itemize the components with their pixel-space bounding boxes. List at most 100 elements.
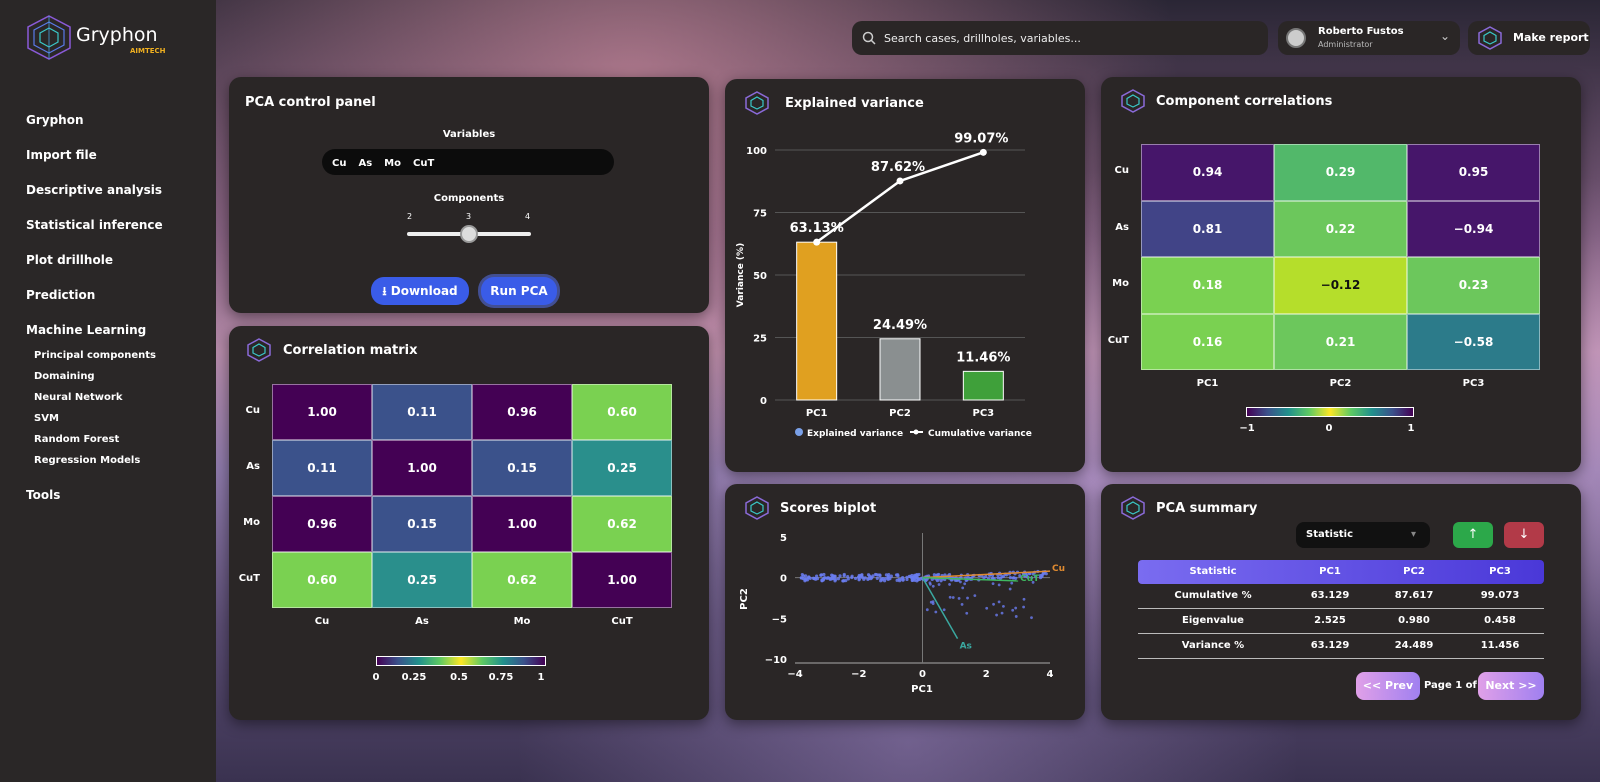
statistic-select[interactable]: Statistic ▾ (1296, 522, 1430, 548)
biplot-ytick: −5 (772, 614, 787, 625)
corr-colorbar (376, 656, 546, 666)
sidebar: Gryphon AIMTECH Gryphon Import file Desc… (0, 0, 216, 782)
arrow-down-icon: ↓ (1518, 527, 1530, 542)
table-row: Cumulative % 63.129 87.617 99.073 (1138, 584, 1544, 609)
comp-row-label: Cu (1114, 165, 1129, 177)
score-point (1014, 615, 1018, 618)
header-pc2[interactable]: PC2 (1403, 566, 1425, 577)
variance-chart: 0 25 50 75 100 Variance (%) PC1 PC2 24.49% PC3 11.… (736, 131, 1032, 439)
score-point (883, 577, 887, 581)
variables-label: Variables (442, 129, 496, 140)
user-role: Administrator (1318, 40, 1373, 49)
header-pc3[interactable]: PC3 (1489, 566, 1511, 577)
biplot-xtick: 4 (1047, 669, 1054, 680)
legend-explained[interactable]: Explained variance (807, 429, 903, 439)
user-menu[interactable]: Roberto Fustos Administrator ⌄ (1278, 21, 1460, 55)
score-point (931, 602, 935, 605)
nav-plot-drillhole[interactable]: Plot drillhole (26, 253, 113, 267)
nav-principal-components[interactable]: Principal components (34, 350, 156, 361)
cumulative-label: 87.62% (871, 160, 925, 175)
score-point (799, 576, 803, 580)
nav-gryphon[interactable]: Gryphon (26, 113, 84, 127)
download-button[interactable]: ⭳ Download (371, 277, 469, 305)
comp-row-label: Mo (1112, 278, 1129, 290)
score-point (886, 574, 890, 578)
run-pca-button[interactable]: Run PCA (481, 277, 557, 305)
nav-statistical[interactable]: Statistical inference (26, 218, 163, 232)
nav-prediction[interactable]: Prediction (26, 288, 96, 302)
nav-svm[interactable]: SVM (34, 413, 59, 424)
prev-page-button[interactable]: << Prev (1356, 672, 1420, 700)
user-name: Roberto Fustos (1318, 26, 1404, 37)
comp-row-label: As (1115, 221, 1129, 233)
corr-scale-05: 0.5 (450, 672, 468, 683)
nav-regression-models[interactable]: Regression Models (34, 455, 141, 466)
score-point (822, 572, 826, 577)
comp-scale-neg1: −1 (1239, 423, 1255, 434)
corr-cell: 1.00 (272, 384, 372, 440)
search-input[interactable]: Search cases, drillholes, variables... (884, 31, 1081, 45)
score-point (1000, 575, 1004, 579)
score-point (1011, 576, 1015, 580)
download-icon: ⭳ (382, 284, 391, 298)
score-point (856, 575, 861, 579)
score-point (838, 574, 842, 578)
score-point (1030, 576, 1034, 580)
scores-biplot-card: Scores biplot −4 −2 0 2 4 5 0 −5 −10 PC1 PC2 Cu CuT A… (725, 484, 1085, 720)
sort-desc-button[interactable]: ↓ (1504, 522, 1544, 548)
score-point (846, 575, 850, 579)
nav-neural-network[interactable]: Neural Network (34, 392, 123, 403)
nav-domaining[interactable]: Domaining (34, 371, 95, 382)
header-pc1[interactable]: PC1 (1319, 566, 1341, 577)
score-point (928, 581, 932, 585)
nav-tools[interactable]: Tools (26, 488, 61, 502)
score-point (896, 574, 900, 578)
make-report-button[interactable]: Make report (1468, 21, 1590, 55)
score-point (866, 573, 871, 577)
score-point (910, 578, 915, 582)
variance-ytick: 50 (753, 271, 767, 282)
slider-thumb[interactable] (460, 225, 478, 243)
header-statistic[interactable]: Statistic (1189, 566, 1237, 577)
score-point (996, 575, 1000, 580)
variable-chip-as[interactable]: As (358, 158, 373, 169)
search-bar[interactable]: Search cases, drillholes, variables... (852, 21, 1268, 55)
score-point (937, 572, 941, 577)
score-point (931, 584, 935, 588)
variable-chip-cut[interactable]: CuT (413, 158, 435, 169)
corr-scale-075: 0.75 (488, 672, 514, 683)
score-point (1030, 616, 1033, 620)
score-point (1034, 574, 1038, 578)
comp-col-label: PC1 (1196, 378, 1219, 389)
nav-machine-learning[interactable]: Machine Learning (26, 323, 147, 337)
legend-cumulative[interactable]: Cumulative variance (928, 429, 1032, 439)
score-point (997, 600, 1001, 604)
variance-ylabel: Variance (%) (736, 243, 746, 307)
app-logo[interactable]: Gryphon AIMTECH (26, 14, 166, 60)
score-point (879, 577, 883, 581)
score-point (889, 574, 893, 578)
corr-scale-0: 0 (372, 672, 380, 683)
score-point (873, 572, 878, 577)
variables-multiselect[interactable]: Cu As Mo CuT (322, 149, 614, 175)
variable-chip-mo[interactable]: Mo (384, 158, 401, 169)
score-point (992, 602, 995, 606)
chevron-down-icon[interactable]: ⌄ (1439, 29, 1450, 43)
score-point (807, 575, 811, 579)
next-page-button[interactable]: Next >> (1478, 672, 1544, 700)
comp-col-label: PC2 (1329, 378, 1352, 389)
corr-col-label: As (415, 616, 429, 627)
biplot-ytick: 5 (780, 533, 787, 544)
score-point (1000, 611, 1004, 615)
sort-asc-button[interactable]: ↑ (1453, 522, 1493, 548)
score-point (934, 610, 938, 614)
nav-descriptive[interactable]: Descriptive analysis (26, 183, 163, 197)
variable-chip-cu[interactable]: Cu (332, 158, 347, 169)
corr-cell: 0.60 (272, 552, 372, 608)
chevron-down-icon: ▾ (1410, 529, 1416, 540)
nav-random-forest[interactable]: Random Forest (34, 434, 120, 445)
nav-import-file[interactable]: Import file (26, 148, 97, 162)
logo-cube-icon (27, 15, 71, 60)
comp-row-label: CuT (1107, 334, 1129, 346)
variance-xtick: PC3 (973, 408, 995, 419)
